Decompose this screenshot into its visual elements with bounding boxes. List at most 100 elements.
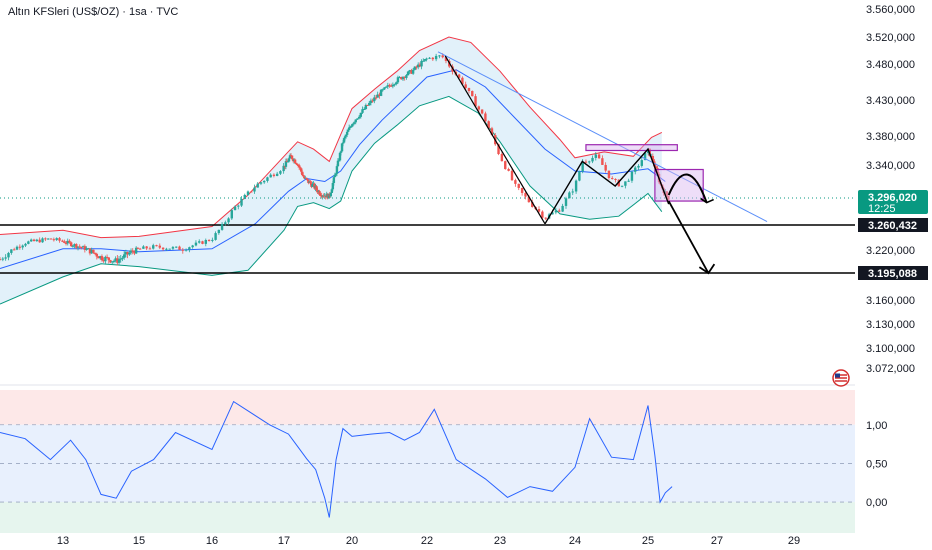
candle-body	[133, 251, 136, 254]
candle-body	[4, 257, 7, 259]
candle	[431, 56, 435, 61]
price-tick-label: 3.220,000	[866, 245, 915, 257]
candle-body	[643, 153, 647, 161]
candle-body	[345, 131, 349, 135]
candle	[184, 248, 188, 252]
candle	[295, 162, 299, 166]
candle-body	[194, 242, 198, 246]
candle-body	[667, 195, 670, 200]
candle-body	[561, 205, 564, 212]
candle	[371, 98, 374, 103]
candle	[640, 157, 643, 168]
candle-body	[594, 154, 598, 158]
candle	[637, 164, 640, 171]
candle-body	[233, 206, 237, 211]
candle-body	[408, 70, 411, 72]
candle-body	[343, 136, 347, 139]
candle	[240, 196, 243, 207]
candle-body	[568, 192, 571, 199]
rsi-overbought-zone	[0, 390, 855, 425]
chart-title: Altın KFSleri (US$/OZ) · 1sa · TVC	[8, 6, 179, 18]
candle-body	[117, 259, 121, 263]
candle	[21, 244, 24, 250]
candle	[256, 182, 259, 188]
candle-body	[15, 246, 19, 250]
price-tick-label: 3.380,000	[866, 131, 915, 143]
candle-body	[640, 160, 643, 166]
candle	[131, 248, 134, 255]
candle-body	[588, 161, 591, 163]
candle-body	[369, 100, 373, 103]
rsi-tick-label: 0,00	[866, 497, 887, 509]
candle-body	[418, 64, 422, 67]
candle	[178, 245, 181, 250]
candle-body	[12, 249, 16, 251]
candle-body	[80, 246, 83, 248]
candle-body	[207, 240, 211, 242]
candle-body	[374, 97, 378, 99]
candle	[423, 59, 427, 62]
candle-body	[604, 164, 607, 171]
candle	[35, 238, 39, 242]
candle	[391, 82, 395, 89]
candle-body	[444, 57, 448, 61]
candle-body	[97, 256, 100, 259]
candle-body	[204, 240, 207, 244]
candle-body	[591, 157, 594, 162]
candle	[227, 217, 230, 225]
candle-body	[497, 144, 500, 155]
candle	[356, 118, 359, 120]
candle	[374, 94, 378, 100]
bollinger-lower-line	[0, 95, 663, 305]
candle-body	[405, 75, 408, 78]
candle-body	[145, 246, 148, 249]
candle-body	[171, 247, 175, 249]
candle-body	[364, 104, 368, 109]
candle	[87, 247, 90, 250]
candle	[438, 55, 441, 59]
candle	[282, 163, 285, 174]
tradingview-flag-icon	[832, 369, 850, 387]
candle	[588, 160, 591, 165]
candle	[284, 158, 288, 170]
candle	[413, 66, 417, 71]
candle	[161, 247, 165, 251]
candle-body	[263, 180, 266, 183]
candle-body	[158, 245, 162, 248]
candle	[405, 74, 408, 80]
candle-body	[627, 180, 630, 182]
candle-body	[46, 238, 50, 240]
candle-body	[335, 166, 339, 174]
candle-body	[581, 161, 584, 172]
candle	[168, 248, 171, 250]
candle-body	[400, 76, 403, 80]
candle	[359, 112, 363, 119]
candle-body	[253, 187, 256, 192]
candle-body	[332, 177, 336, 183]
candle	[410, 68, 413, 75]
candle-body	[124, 252, 128, 255]
candle	[191, 244, 194, 249]
candle-body	[396, 77, 400, 83]
candle	[250, 191, 253, 193]
candle	[41, 237, 44, 243]
candle-body	[224, 222, 227, 224]
candle-body	[201, 241, 204, 244]
candle-body	[214, 233, 217, 240]
candle	[379, 89, 383, 97]
candle-body	[44, 238, 47, 240]
candle	[561, 203, 564, 212]
candle-body	[352, 122, 356, 124]
candle-body	[630, 171, 634, 181]
candle	[351, 123, 354, 127]
candle	[64, 241, 68, 246]
candle-body	[514, 180, 517, 184]
candle	[12, 247, 16, 251]
candle-body	[0, 259, 2, 261]
candle-body	[111, 261, 114, 263]
candle-body	[64, 242, 68, 244]
candle-body	[336, 160, 340, 167]
candle	[75, 243, 78, 250]
countdown-label: 12:25	[868, 203, 896, 215]
